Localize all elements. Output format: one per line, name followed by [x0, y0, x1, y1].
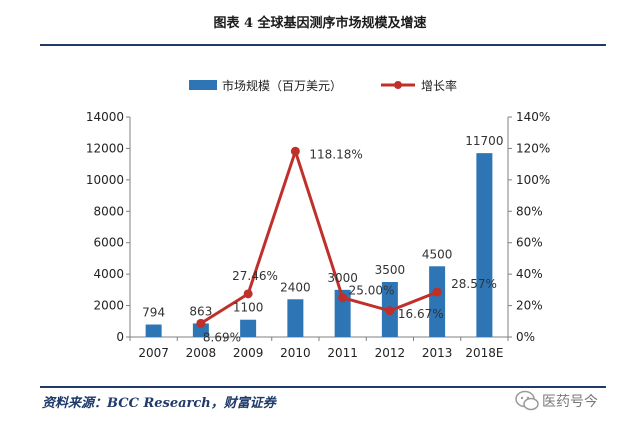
bar-value-label: 3000: [327, 271, 358, 285]
growth-value-label: 28.57%: [451, 277, 497, 291]
bar-value-label: 2400: [280, 280, 311, 294]
source-note: 资料来源：BCC Research，财富证券: [42, 396, 276, 411]
y-left-tick-label: 12000: [86, 141, 124, 155]
y-left-tick-label: 4000: [93, 267, 124, 281]
watermark-text: 医药号今: [542, 394, 598, 410]
growth-value-label: 118.18%: [309, 147, 362, 161]
growth-value-label: 16.67%: [398, 307, 444, 321]
y-right-tick-label: 0%: [516, 330, 535, 344]
y-right-tick-label: 120%: [516, 141, 550, 155]
growth-marker: [385, 306, 395, 316]
growth-value-label: 25.00%: [349, 284, 395, 298]
bar-value-label: 1100: [233, 301, 264, 315]
bar: [240, 319, 257, 337]
y-left-tick-label: 10000: [86, 173, 124, 187]
bar-value-label: 863: [189, 304, 212, 318]
source-rule: [40, 386, 606, 388]
bar-value-label: 4500: [422, 247, 453, 261]
x-tick-label: 2013: [422, 346, 453, 360]
bar: [334, 289, 351, 337]
y-right-tick-label: 80%: [516, 204, 543, 218]
legend-bar-label: 市场规模（百万美元）: [222, 78, 342, 93]
title-rule: [40, 44, 606, 46]
bar: [429, 266, 446, 337]
bar: [192, 323, 209, 337]
legend-line-label: 增长率: [421, 78, 457, 93]
bar-series: [145, 153, 493, 337]
x-tick-label: 2010: [280, 346, 311, 360]
legend-bar-swatch: [189, 80, 217, 90]
growth-marker: [290, 146, 300, 156]
y-right-tick-label: 100%: [516, 173, 550, 187]
x-tick-label: 2007: [138, 346, 169, 360]
wechat-icon: [515, 390, 539, 411]
bar: [287, 299, 304, 337]
x-tick-label: 2012: [375, 346, 406, 360]
growth-marker: [338, 293, 348, 303]
y-left-tick-label: 8000: [93, 204, 124, 218]
line-series: [196, 146, 442, 328]
y-right-tick-label: 40%: [516, 267, 543, 281]
bar: [476, 153, 493, 337]
y-left-tick-label: 2000: [93, 299, 124, 313]
growth-marker: [243, 289, 253, 299]
y-left-tick-label: 0: [116, 330, 124, 344]
bar: [145, 324, 162, 337]
y-right-tick-label: 60%: [516, 236, 543, 250]
y-right-tick-label: 140%: [516, 110, 550, 124]
x-tick-label: 2018E: [465, 346, 503, 360]
y-left-tick-label: 6000: [93, 236, 124, 250]
x-tick-label: 2009: [233, 346, 264, 360]
growth-value-label: 8.69%: [203, 330, 241, 344]
growth-marker: [196, 318, 206, 328]
bar-value-label: 11700: [465, 134, 503, 148]
page-title: 图表 4 全球基因测序市场规模及增速: [213, 16, 427, 31]
bar-value-label: 3500: [375, 263, 406, 277]
y-left-tick-label: 14000: [86, 110, 124, 124]
x-tick-label: 2011: [327, 346, 358, 360]
growth-value-label: 27.46%: [232, 269, 278, 283]
legend-line-marker: [394, 81, 402, 89]
watermark: 医药号今: [514, 386, 624, 414]
legend: 市场规模（百万美元） 增长率: [189, 78, 457, 93]
growth-line: [200, 149, 438, 325]
bar-value-label: 794: [142, 306, 165, 320]
growth-marker: [432, 287, 442, 297]
data-labels: 794 863 1100 2400 3000 3500 4500 11700 8.69% 27.4…: [142, 134, 503, 344]
x-tick-label: 2008: [186, 346, 217, 360]
y-right-tick-label: 20%: [516, 299, 543, 313]
